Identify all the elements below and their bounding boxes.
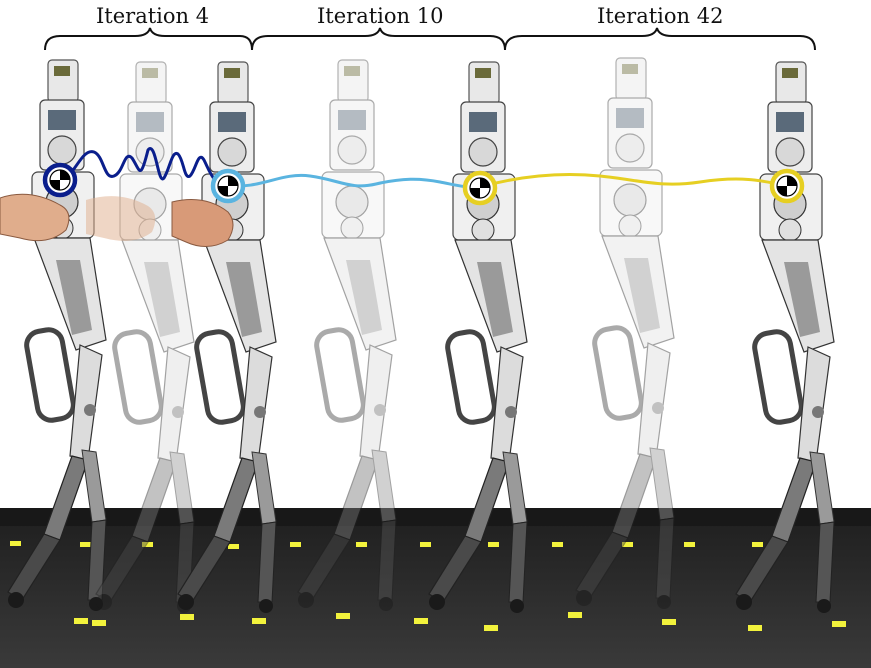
center-of-mass-icon [45, 165, 75, 195]
center-of-mass-icon [465, 173, 495, 203]
center-of-mass-icon [213, 171, 243, 201]
center-of-mass-icon [772, 171, 802, 201]
iteration-braces [45, 28, 815, 50]
